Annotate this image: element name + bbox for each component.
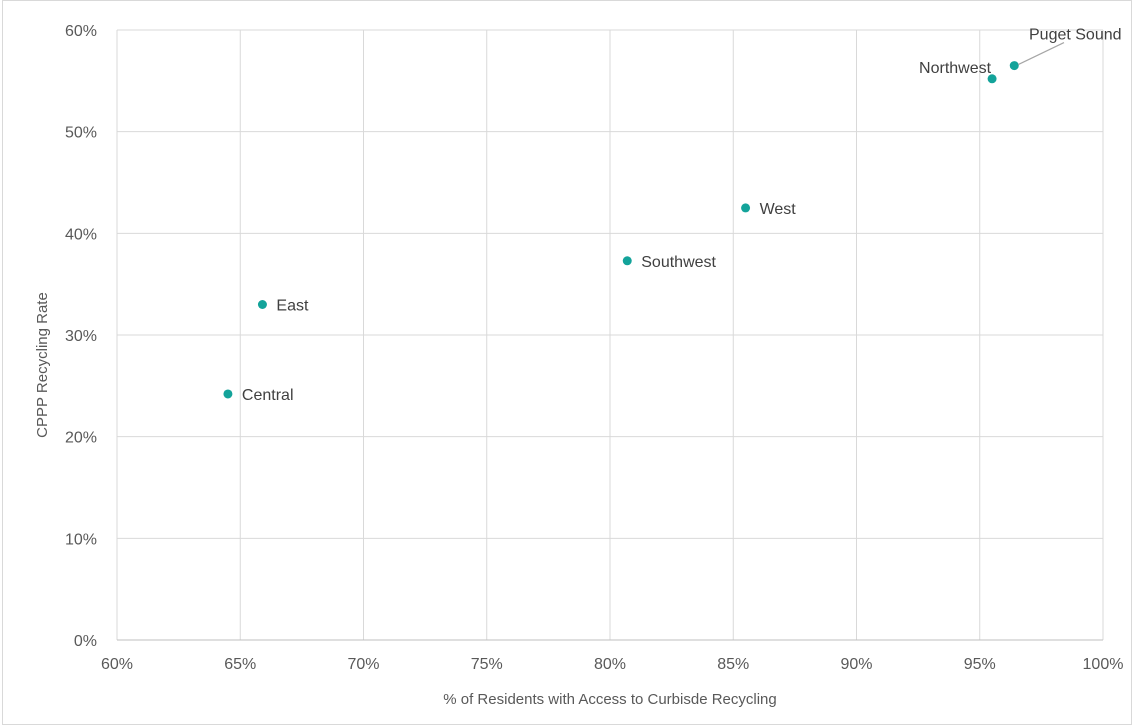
gridlines [116,29,1104,641]
x-tick-label: 85% [717,656,749,673]
x-tick-label: 75% [471,656,503,673]
point-label: Puget Sound [1029,27,1122,44]
y-tick-label: 30% [65,328,97,345]
x-tick-label: 95% [964,656,996,673]
y-axis-title: CPPP Recycling Rate [34,292,51,438]
y-tick-label: 40% [65,226,97,243]
data-point [1009,61,1019,71]
x-tick-label: 60% [101,656,133,673]
point-label: East [276,298,309,315]
point-label: Central [242,387,294,404]
data-point [223,389,233,399]
point-label: West [760,201,797,218]
y-tick-label: 50% [65,125,97,142]
point-labels: Central East Southwest West Northwest Puget S… [242,27,1122,404]
x-tick-label: 100% [1083,656,1124,673]
x-tick-label: 80% [594,656,626,673]
x-tick-label: 70% [347,656,379,673]
point-label: Southwest [641,254,716,271]
y-tick-labels: 0% 10% 20% 30% 40% 50% 60% [65,23,97,650]
point-label: Northwest [919,60,992,77]
y-tick-label: 20% [65,430,97,447]
x-tick-label: 90% [840,656,872,673]
data-point [741,203,751,213]
data-point [257,300,267,309]
y-tick-label: 10% [65,531,97,548]
data-point [987,74,997,84]
y-tick-label: 60% [65,23,97,40]
x-axis-title: % of Residents with Access to Curbisde R… [443,691,776,708]
x-tick-label: 65% [224,656,256,673]
data-points [223,61,1019,399]
data-point [622,256,632,266]
x-tick-labels: 60% 65% 70% 75% 80% 85% 90% 95% 100% [101,656,1123,673]
y-tick-label: 0% [74,633,97,650]
leader-line [1017,42,1065,66]
